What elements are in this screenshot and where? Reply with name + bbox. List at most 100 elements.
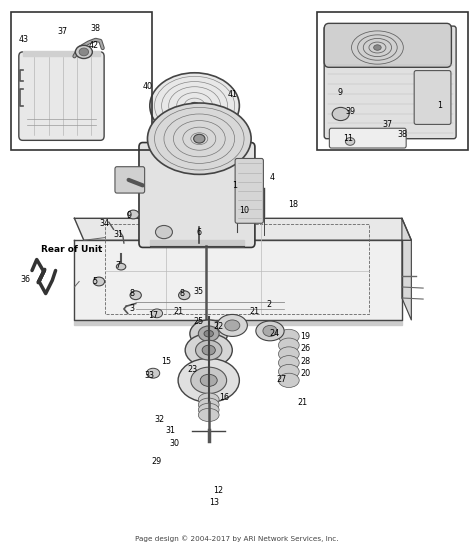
Polygon shape — [402, 219, 411, 320]
Text: 9: 9 — [126, 211, 131, 220]
Text: 24: 24 — [270, 329, 280, 338]
Text: 38: 38 — [397, 130, 407, 139]
Text: ARI: ARI — [157, 236, 317, 316]
Text: 1: 1 — [232, 181, 237, 190]
Ellipse shape — [147, 103, 251, 174]
Ellipse shape — [190, 103, 199, 109]
Text: 12: 12 — [213, 486, 223, 495]
Text: 36: 36 — [21, 275, 31, 284]
Ellipse shape — [200, 374, 217, 386]
Text: 8: 8 — [179, 289, 184, 298]
Text: 32: 32 — [154, 416, 164, 424]
Ellipse shape — [151, 309, 163, 318]
Text: 3: 3 — [130, 305, 135, 314]
Text: 42: 42 — [88, 41, 98, 50]
Ellipse shape — [178, 358, 239, 402]
Text: 21: 21 — [297, 398, 307, 407]
Text: Page design © 2004-2017 by ARI Network Services, Inc.: Page design © 2004-2017 by ARI Network S… — [135, 535, 339, 542]
Text: 35: 35 — [193, 287, 203, 296]
Ellipse shape — [346, 137, 355, 145]
Ellipse shape — [278, 355, 299, 370]
Ellipse shape — [198, 393, 219, 406]
Text: 10: 10 — [239, 205, 249, 215]
Text: 33: 33 — [145, 371, 155, 380]
Text: 28: 28 — [300, 357, 310, 365]
Ellipse shape — [198, 398, 219, 411]
Text: 38: 38 — [91, 24, 100, 33]
Ellipse shape — [198, 404, 219, 416]
Ellipse shape — [278, 364, 299, 379]
Text: 37: 37 — [383, 120, 393, 130]
Text: 17: 17 — [148, 311, 158, 320]
Ellipse shape — [179, 291, 190, 300]
Ellipse shape — [263, 326, 277, 336]
Text: 26: 26 — [300, 344, 310, 353]
Text: 8: 8 — [130, 289, 135, 298]
Text: 37: 37 — [57, 27, 68, 36]
Ellipse shape — [256, 321, 284, 341]
Text: 40: 40 — [143, 82, 153, 91]
FancyBboxPatch shape — [19, 52, 104, 140]
Text: 16: 16 — [219, 394, 229, 402]
Ellipse shape — [278, 338, 299, 352]
Text: 1: 1 — [437, 101, 442, 110]
Ellipse shape — [198, 408, 219, 422]
FancyBboxPatch shape — [115, 167, 145, 193]
Text: 29: 29 — [152, 457, 162, 465]
Text: 27: 27 — [277, 375, 287, 384]
Polygon shape — [74, 320, 402, 326]
Text: 18: 18 — [289, 200, 299, 209]
Text: 6: 6 — [197, 227, 202, 237]
Polygon shape — [23, 51, 100, 56]
Text: Rear of Unit: Rear of Unit — [41, 245, 103, 254]
FancyBboxPatch shape — [235, 158, 264, 223]
Ellipse shape — [93, 277, 105, 286]
Text: 15: 15 — [161, 357, 172, 365]
Text: 5: 5 — [92, 277, 97, 286]
FancyBboxPatch shape — [324, 26, 456, 139]
Text: 31: 31 — [165, 426, 175, 436]
Polygon shape — [74, 240, 402, 320]
Text: 19: 19 — [300, 332, 310, 341]
Ellipse shape — [196, 340, 222, 360]
Text: 21: 21 — [173, 307, 183, 316]
Ellipse shape — [194, 134, 205, 143]
Text: 13: 13 — [210, 498, 219, 507]
Ellipse shape — [225, 320, 240, 331]
Ellipse shape — [155, 225, 173, 238]
Text: 41: 41 — [228, 91, 237, 99]
Ellipse shape — [79, 48, 89, 56]
Text: 43: 43 — [18, 35, 28, 44]
Ellipse shape — [198, 326, 219, 341]
Ellipse shape — [146, 368, 160, 378]
Bar — [11, 12, 152, 150]
FancyBboxPatch shape — [324, 23, 451, 67]
FancyBboxPatch shape — [329, 128, 406, 148]
Bar — [317, 12, 468, 150]
Text: 9: 9 — [337, 88, 342, 97]
Ellipse shape — [332, 108, 349, 120]
Ellipse shape — [150, 73, 239, 139]
Text: 21: 21 — [249, 307, 259, 316]
Text: 23: 23 — [187, 365, 197, 374]
Ellipse shape — [130, 291, 141, 300]
Ellipse shape — [185, 333, 232, 367]
Ellipse shape — [191, 367, 227, 394]
Text: 30: 30 — [170, 439, 180, 448]
Polygon shape — [74, 219, 411, 240]
Ellipse shape — [190, 320, 228, 347]
Ellipse shape — [75, 45, 92, 59]
Ellipse shape — [204, 331, 213, 337]
Text: 25: 25 — [193, 316, 203, 326]
Ellipse shape — [217, 315, 247, 336]
Ellipse shape — [278, 330, 299, 343]
Polygon shape — [150, 240, 244, 246]
Text: 22: 22 — [213, 322, 223, 331]
Ellipse shape — [128, 210, 139, 219]
Text: 34: 34 — [99, 219, 109, 229]
FancyBboxPatch shape — [139, 142, 255, 247]
Ellipse shape — [202, 345, 215, 355]
Ellipse shape — [117, 263, 126, 270]
Ellipse shape — [278, 373, 299, 388]
Text: 7: 7 — [116, 261, 121, 269]
